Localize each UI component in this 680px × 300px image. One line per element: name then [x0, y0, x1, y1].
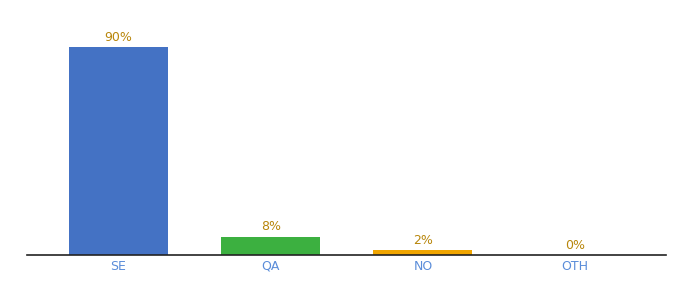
- Bar: [221, 236, 320, 255]
- Text: 90%: 90%: [105, 31, 133, 44]
- Bar: [69, 47, 168, 255]
- Text: 0%: 0%: [565, 238, 585, 251]
- Text: 2%: 2%: [413, 234, 433, 247]
- Text: 8%: 8%: [260, 220, 281, 233]
- Bar: [373, 250, 473, 255]
